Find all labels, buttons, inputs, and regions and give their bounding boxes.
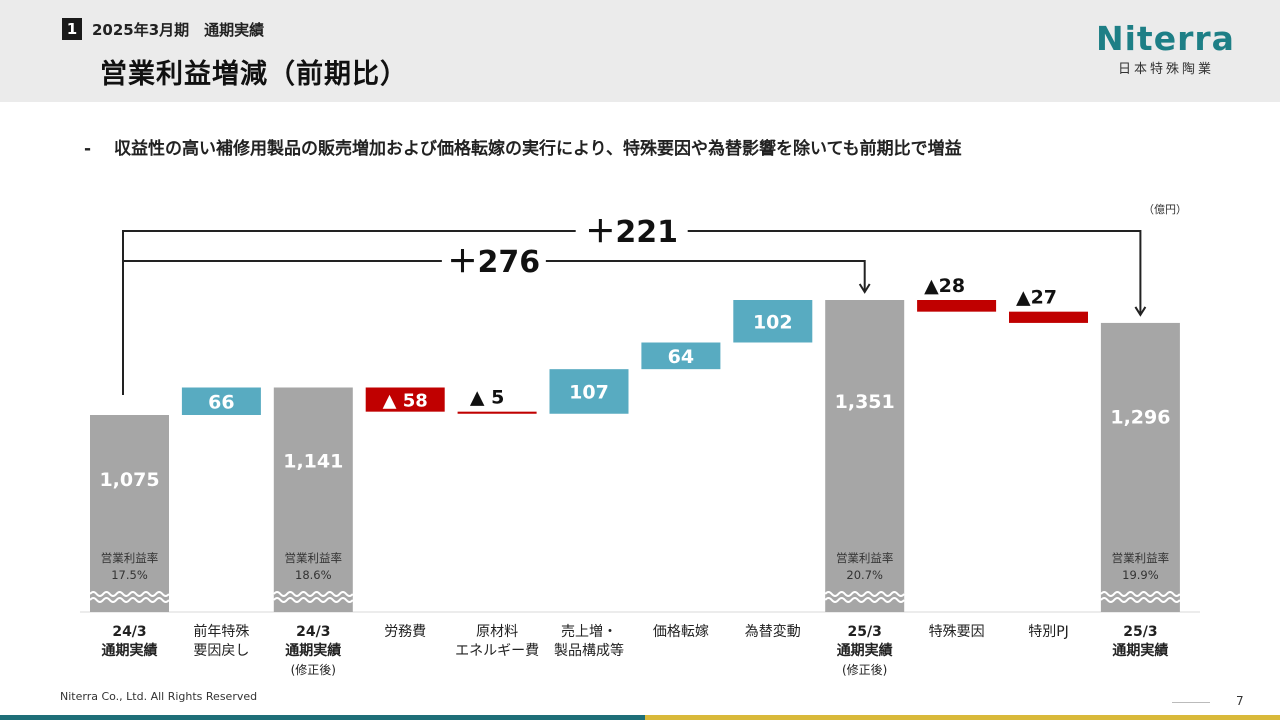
margin-value-8: 20.7% [846, 568, 883, 582]
category-label-9-0: 特殊要因 [929, 624, 985, 640]
category-label-0-0: 24/3 [112, 624, 146, 640]
page-number: 7 [1236, 694, 1244, 708]
margin-value-0: 17.5% [111, 568, 148, 582]
summary-text: 収益性の高い補修用製品の販売増加および価格転嫁の実行により、特殊要因や為替影響を… [114, 139, 962, 159]
unit-label: （億円） [1143, 203, 1187, 216]
axis-break-mark-11-1 [1100, 597, 1181, 603]
bar-decrease-3 [365, 387, 445, 412]
bracket-outer-arrowhead [1134, 306, 1147, 317]
bar-value-label-7: 102 [753, 311, 793, 333]
summary-bullet: - 収益性の高い補修用製品の販売増加および価格転嫁の実行により、特殊要因や為替影響… [84, 134, 962, 159]
category-label-5-0: 売上増・ [561, 624, 617, 640]
page-title: 営業利益増減（前期比） [100, 59, 408, 90]
bracket-outer-label: ＋221 [585, 215, 678, 250]
category-label-8-2: (修正後) [842, 662, 887, 677]
footer-stripe-gold [645, 715, 1280, 720]
bracket-inner-label: ＋276 [448, 245, 541, 280]
axis-break-mark-0-1 [89, 597, 170, 603]
bullet-marker: - [84, 139, 92, 159]
bracket-inner-right-line [545, 260, 866, 292]
bar-increase-6 [641, 342, 721, 370]
company-logo: Niterra 日本特殊陶業 [1096, 20, 1246, 84]
bar-value-label-10: ▲27 [1016, 287, 1057, 309]
bar-total-11 [1100, 322, 1180, 612]
category-label-8-1: 通期実績 [837, 642, 893, 659]
category-label-4-0: 原材料 [476, 624, 518, 640]
bracket-inner-left-line [122, 260, 442, 395]
category-label-1-0: 前年特殊 [193, 623, 249, 640]
axis-break-mark-11-0 [1100, 591, 1181, 597]
copyright-text: Niterra Co., Ltd. All Rights Reserved [60, 690, 258, 703]
bar-value-label-4: ▲ 5 [470, 387, 504, 409]
axis-break-mark-8-0 [824, 591, 905, 597]
axis-break-mark-0-0 [89, 591, 170, 597]
logo-subtitle: 日本特殊陶業 [1118, 62, 1215, 77]
category-label-8-0: 25/3 [848, 624, 882, 640]
category-label-2-0: 24/3 [296, 624, 330, 640]
bar-value-label-8: 1,351 [835, 391, 895, 413]
bar-increase-5 [549, 369, 629, 414]
margin-value-11: 19.9% [1122, 568, 1159, 582]
category-label-7-0: 為替変動 [745, 623, 801, 640]
bar-value-label-1: 66 [208, 391, 234, 413]
margin-title-11: 営業利益率 [1112, 551, 1170, 565]
margin-value-2: 18.6% [295, 568, 332, 582]
header-bar [0, 0, 1280, 102]
category-label-11-0: 25/3 [1123, 624, 1157, 640]
category-label-5-1: 製品構成等 [554, 642, 624, 659]
axis-break-mark-2-1 [273, 597, 354, 603]
bar-decrease-9 [917, 300, 997, 312]
section-number-badge: 1 [62, 18, 82, 40]
category-label-4-1: エネルギー費 [455, 643, 539, 659]
bar-total-0 [90, 415, 169, 612]
category-label-10-0: 特別PJ [1028, 624, 1069, 640]
logo-wordmark: Niterra [1096, 19, 1235, 58]
margin-title-2: 営業利益率 [285, 551, 343, 565]
bar-value-label-0: 1,075 [99, 469, 159, 491]
bar-value-label-11: 1,296 [1110, 406, 1170, 428]
footer-stripe-teal [0, 715, 645, 720]
category-label-1-1: 要因戻し [193, 643, 249, 659]
bracket-inner-arrowhead [858, 283, 871, 294]
margin-title-0: 営業利益率 [101, 551, 159, 565]
category-label-0-1: 通期実績 [102, 642, 158, 659]
margin-title-8: 営業利益率 [836, 551, 894, 565]
bar-value-label-6: 64 [668, 346, 694, 368]
bracket-outer-right-line [687, 230, 1142, 315]
bar-decrease-10 [1009, 311, 1088, 323]
axis-break-mark-2-0 [273, 591, 354, 597]
section-title: 2025年3月期 通期実績 [92, 21, 265, 39]
bar-value-label-2: 1,141 [283, 450, 343, 472]
bar-total-8 [825, 300, 905, 612]
bar-increase-1 [181, 387, 261, 415]
bar-increase-7 [733, 300, 813, 343]
bar-total-2 [273, 387, 353, 612]
bar-value-label-9: ▲28 [924, 275, 965, 297]
axis-break-mark-8-1 [824, 597, 905, 603]
page-number-rule [1172, 702, 1210, 703]
category-label-3-0: 労務費 [384, 624, 426, 640]
bar-value-label-5: 107 [569, 381, 609, 403]
bar-value-label-3: ▲ 58 [383, 391, 428, 412]
category-label-2-2: (修正後) [291, 662, 336, 677]
category-label-11-1: 通期実績 [1112, 642, 1168, 659]
category-label-2-1: 通期実績 [285, 642, 341, 659]
bar-decrease-4 [457, 411, 537, 414]
category-label-6-0: 価格転嫁 [653, 624, 709, 640]
